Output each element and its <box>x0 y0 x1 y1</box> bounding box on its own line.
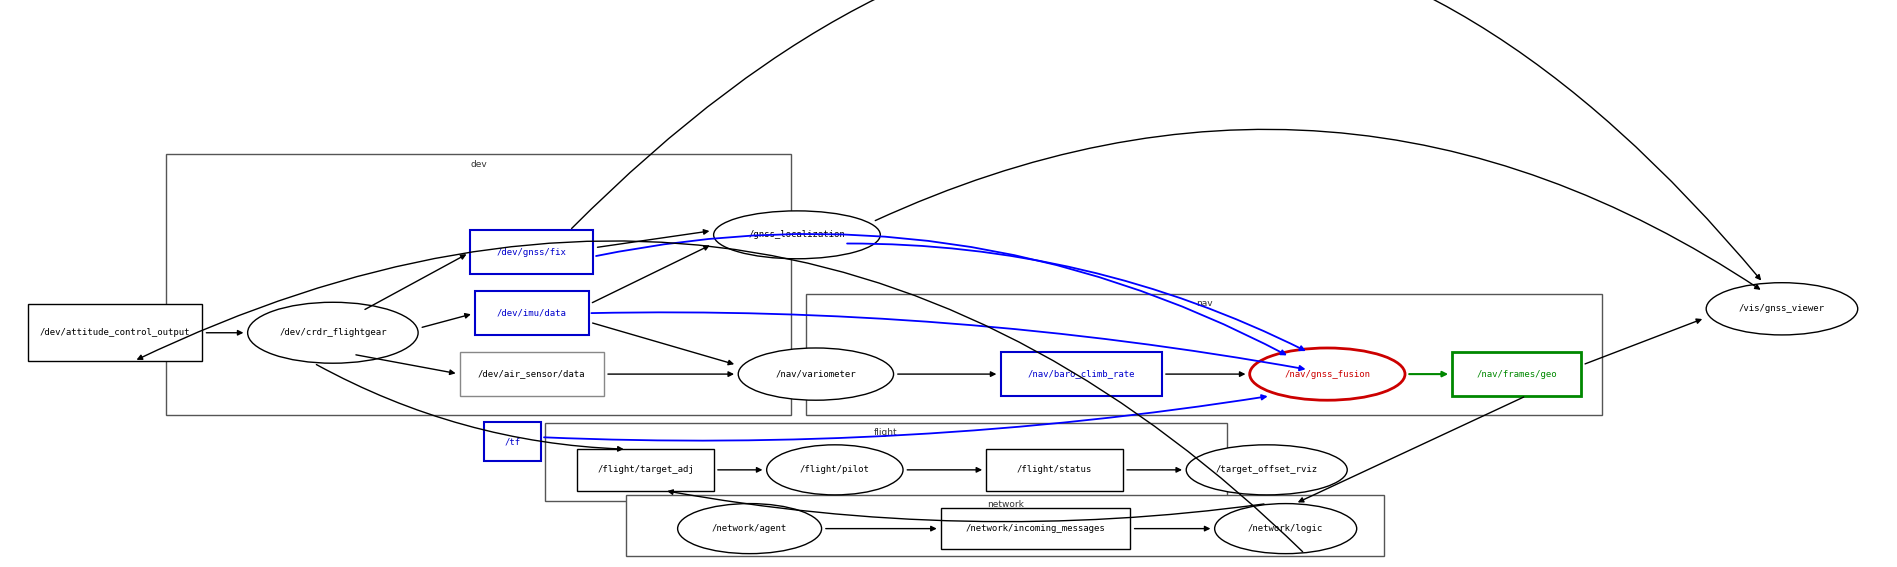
Text: /nav/gnss_fusion: /nav/gnss_fusion <box>1284 370 1370 379</box>
Text: nav: nav <box>1195 299 1212 308</box>
FancyBboxPatch shape <box>167 154 791 416</box>
Ellipse shape <box>1214 503 1356 553</box>
Text: /target_offset_rviz: /target_offset_rviz <box>1216 466 1318 475</box>
Ellipse shape <box>766 445 903 495</box>
FancyBboxPatch shape <box>459 352 603 396</box>
Ellipse shape <box>1705 283 1857 335</box>
FancyBboxPatch shape <box>470 230 594 274</box>
Text: /dev/gnss/fix: /dev/gnss/fix <box>497 248 567 257</box>
Text: /flight/pilot: /flight/pilot <box>801 466 871 475</box>
Ellipse shape <box>713 211 880 259</box>
Text: /vis/gnss_viewer: /vis/gnss_viewer <box>1740 304 1825 314</box>
FancyBboxPatch shape <box>626 494 1385 556</box>
FancyBboxPatch shape <box>941 508 1131 549</box>
Text: /nav/baro_climb_rate: /nav/baro_climb_rate <box>1028 370 1134 379</box>
FancyBboxPatch shape <box>1453 352 1582 396</box>
Text: /gnss_localization: /gnss_localization <box>749 230 846 239</box>
Text: /flight/status: /flight/status <box>1017 466 1093 475</box>
Ellipse shape <box>1186 445 1347 495</box>
Text: network: network <box>986 500 1024 509</box>
Ellipse shape <box>677 503 821 553</box>
FancyBboxPatch shape <box>28 304 203 361</box>
Text: /dev/crdr_flightgear: /dev/crdr_flightgear <box>279 328 387 337</box>
FancyBboxPatch shape <box>577 449 713 490</box>
Text: /network/incoming_messages: /network/incoming_messages <box>966 524 1106 533</box>
Text: /dev/imu/data: /dev/imu/data <box>497 308 567 318</box>
Ellipse shape <box>1250 348 1406 400</box>
FancyBboxPatch shape <box>474 291 588 335</box>
Text: /nav/variometer: /nav/variometer <box>776 370 856 379</box>
Text: /flight/target_adj: /flight/target_adj <box>598 466 694 475</box>
Ellipse shape <box>249 302 417 363</box>
Text: /tf: /tf <box>505 437 522 446</box>
Text: /dev/attitude_control_output: /dev/attitude_control_output <box>40 328 190 337</box>
Text: /dev/air_sensor/data: /dev/air_sensor/data <box>478 370 586 379</box>
FancyBboxPatch shape <box>986 449 1123 490</box>
FancyBboxPatch shape <box>484 422 541 461</box>
FancyBboxPatch shape <box>1000 352 1161 396</box>
FancyBboxPatch shape <box>806 294 1601 416</box>
Text: /nav/frames/geo: /nav/frames/geo <box>1476 370 1557 379</box>
Text: flight: flight <box>875 428 897 437</box>
Ellipse shape <box>738 348 893 400</box>
Text: dev: dev <box>470 159 488 168</box>
Text: /network/logic: /network/logic <box>1248 524 1324 533</box>
FancyBboxPatch shape <box>544 423 1227 501</box>
Text: /network/agent: /network/agent <box>711 524 787 533</box>
